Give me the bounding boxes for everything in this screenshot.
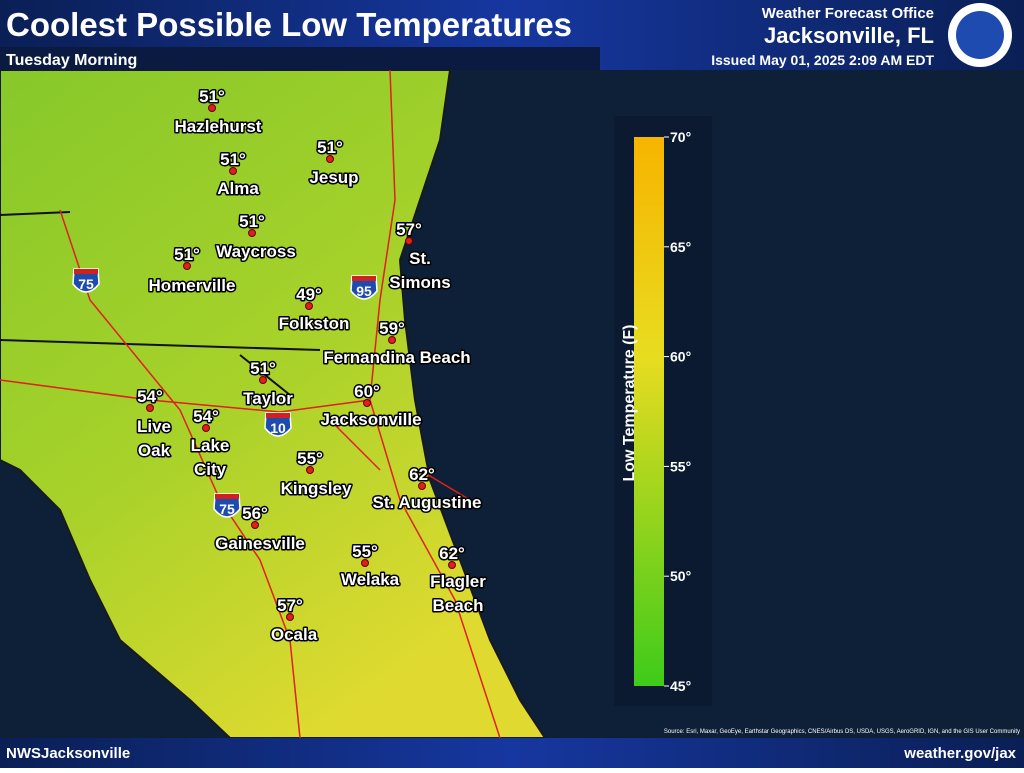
nws-logo-inner xyxy=(956,11,1004,59)
city-name: Gainesville xyxy=(215,534,305,553)
city-temp: 51° xyxy=(199,87,225,106)
state-line xyxy=(0,211,321,396)
city-name: Taylor xyxy=(243,389,293,408)
city-dot xyxy=(361,559,369,567)
city-name: Hazlehurst xyxy=(175,117,262,136)
interstate-label: 75 xyxy=(78,276,94,292)
footer-left: NWSJacksonville xyxy=(6,745,130,762)
city-dot xyxy=(418,482,426,490)
city-temp: 57° xyxy=(396,220,422,239)
city-dot xyxy=(208,104,216,112)
city-name: Waycross xyxy=(216,242,296,261)
city-name: Oak xyxy=(138,441,171,460)
city-temp: 62° xyxy=(439,544,465,563)
city-name: St. xyxy=(409,249,431,268)
city-dot xyxy=(448,561,456,569)
office: Weather Forecast Office xyxy=(762,5,934,22)
city-name: Live xyxy=(137,417,171,436)
interstate-shield xyxy=(213,493,241,518)
legend-tick-label: 70° xyxy=(670,129,691,145)
shield-top xyxy=(352,276,376,281)
city-name: Homerville xyxy=(149,276,236,295)
legend-tick-label: 50° xyxy=(670,568,691,584)
city-name: Flagler xyxy=(430,572,486,591)
city-dot xyxy=(229,167,237,175)
city-name: Beach xyxy=(432,596,483,615)
interstate-shield xyxy=(350,275,378,300)
subtitle-bar xyxy=(0,47,600,70)
shield-top xyxy=(215,494,239,499)
colorbar xyxy=(634,137,664,686)
footer xyxy=(0,738,1024,768)
city-dot xyxy=(363,399,371,407)
city-temp: 54° xyxy=(137,387,163,406)
city-dot xyxy=(326,155,334,163)
city-name: Folkston xyxy=(279,314,350,333)
legend-tick-label: 45° xyxy=(670,678,691,694)
city-temp: 55° xyxy=(352,542,378,561)
city-temp: 55° xyxy=(297,449,323,468)
interstate-shield xyxy=(264,412,292,437)
issued: Issued May 01, 2025 2:09 AM EDT xyxy=(711,52,934,68)
city-temp: 51° xyxy=(174,245,200,264)
city-temp: 57° xyxy=(277,596,303,615)
city-name: Lake xyxy=(191,436,230,455)
city-temp: 51° xyxy=(250,359,276,378)
city-dot xyxy=(305,302,313,310)
city-temp: 60° xyxy=(354,382,380,401)
source: Source: Esri, Maxar, GeoEye, Earthstar G… xyxy=(664,729,1020,735)
city-dot xyxy=(248,229,256,237)
legend-tick-label: 60° xyxy=(670,349,691,365)
city-name: Simons xyxy=(389,273,450,292)
shield-top xyxy=(266,413,290,418)
footer-right: weather.gov/jax xyxy=(903,745,1016,762)
city-name: Jesup xyxy=(309,168,358,187)
city-dot xyxy=(259,376,267,384)
subtitle: Tuesday Morning xyxy=(6,52,137,69)
city-temp: 51° xyxy=(220,150,246,169)
interstate-label: 10 xyxy=(270,420,286,436)
city-dot xyxy=(306,466,314,474)
city-temp: 56° xyxy=(242,504,268,523)
city-dot xyxy=(405,237,413,245)
interstate-label: 75 xyxy=(219,501,235,517)
city-dot xyxy=(183,262,191,270)
city-name: City xyxy=(194,460,227,479)
city-temp: 49° xyxy=(296,285,322,304)
city-temp: 59° xyxy=(379,319,405,338)
city-name: Welaka xyxy=(341,570,400,589)
city-dot xyxy=(388,336,396,344)
legend-title: Low Temperature (F) xyxy=(621,324,638,481)
city-name: Alma xyxy=(217,179,259,198)
city-name: St. Augustine xyxy=(373,493,482,512)
city-name: Fernandina Beach xyxy=(323,348,470,367)
city-name: Kingsley xyxy=(281,479,352,498)
city-dot xyxy=(286,613,294,621)
legend-tick-label: 55° xyxy=(670,458,691,474)
city-temp: 51° xyxy=(239,212,265,231)
city-temp: 51° xyxy=(317,138,343,157)
legend-tick-label: 65° xyxy=(670,239,691,255)
land xyxy=(0,69,547,739)
city-dot xyxy=(146,404,154,412)
interstate-shield xyxy=(72,268,100,293)
location: Jacksonville, FL xyxy=(764,23,934,48)
city-name: Ocala xyxy=(271,625,318,644)
city-name: Jacksonville xyxy=(320,410,421,429)
title: Coolest Possible Low Temperatures xyxy=(6,6,572,43)
city-dot xyxy=(251,521,259,529)
city-dot xyxy=(202,424,210,432)
city-temp: 62° xyxy=(409,465,435,484)
city-temp: 54° xyxy=(193,407,219,426)
interstate-label: 95 xyxy=(356,283,372,299)
shield-top xyxy=(74,269,98,274)
